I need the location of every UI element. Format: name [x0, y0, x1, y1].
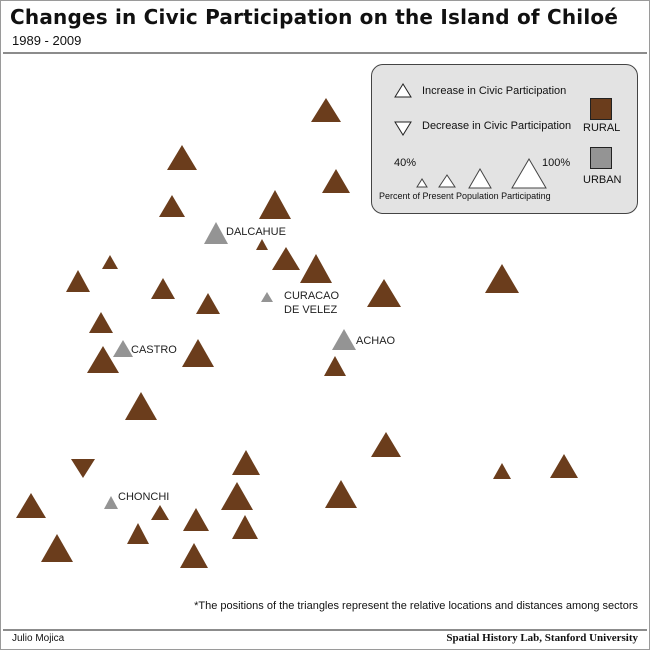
rural-increase-marker: [41, 534, 73, 562]
legend-min-label: 40%: [394, 157, 417, 169]
legend-box: Increase in Civic Participation Decrease…: [371, 64, 638, 214]
author-credit: Julio Mojica: [12, 633, 65, 644]
urban-marker-castro: [113, 340, 133, 357]
rural-increase-marker: [300, 254, 332, 283]
rural-increase-marker: [16, 493, 46, 518]
rural-increase-marker: [151, 278, 175, 299]
rural-increase-marker: [167, 145, 197, 170]
title-divider: [3, 52, 647, 54]
legend-max-label: 100%: [542, 157, 571, 169]
rural-increase-marker: [493, 463, 511, 479]
institution-credit: Spatial History Lab, Stanford University: [446, 632, 638, 644]
rural-increase-marker: [125, 392, 157, 420]
rural-increase-marker: [196, 293, 220, 314]
rural-increase-marker: [151, 505, 169, 520]
rural-increase-marker: [232, 515, 258, 539]
urban-marker-curacao: [261, 292, 273, 302]
footnote: *The positions of the triangles represen…: [194, 600, 638, 612]
rural-increase-marker: [180, 543, 208, 568]
rural-decrease-marker: [71, 459, 95, 478]
increase-triangle-icon: [394, 83, 412, 98]
footer-divider: [3, 629, 647, 631]
rural-increase-marker: [182, 339, 214, 367]
legend-increase-label: Increase in Civic Participation: [422, 85, 567, 97]
rural-increase-marker: [550, 454, 578, 478]
rural-increase-marker: [259, 190, 291, 219]
urban-marker-dalcahue: [204, 222, 228, 244]
place-label-chonchi: CHONCHI: [118, 491, 169, 503]
place-label-curacao-line1: CURACAO: [284, 290, 339, 302]
place-label-castro: CASTRO: [131, 344, 177, 356]
rural-increase-marker: [322, 169, 350, 193]
rural-increase-marker: [256, 239, 268, 250]
rural-increase-marker: [371, 432, 401, 457]
decrease-triangle-icon: [394, 121, 412, 136]
rural-increase-marker: [102, 255, 118, 269]
rural-increase-marker: [325, 480, 357, 508]
rural-increase-marker: [66, 270, 90, 292]
rural-increase-marker: [367, 279, 401, 307]
legend-decrease-label: Decrease in Civic Participation: [422, 120, 572, 132]
rural-increase-marker: [311, 98, 341, 122]
rural-increase-marker: [272, 247, 300, 270]
place-label-curacao-line2: DE VELEZ: [284, 304, 337, 316]
rural-increase-marker: [87, 346, 119, 373]
urban-marker-achao: [332, 329, 356, 350]
legend-urban-label: URBAN: [583, 174, 622, 186]
rural-swatch: [590, 98, 612, 120]
rural-increase-marker: [127, 523, 149, 544]
rural-increase-marker: [159, 195, 185, 217]
urban-swatch: [590, 147, 612, 169]
urban-marker-chonchi: [104, 496, 118, 509]
rural-increase-marker: [324, 356, 346, 376]
rural-increase-marker: [183, 508, 209, 531]
page-title: Changes in Civic Participation on the Is…: [10, 5, 619, 29]
place-label-achao: ACHAO: [356, 335, 396, 347]
rural-increase-marker: [89, 312, 113, 333]
place-label-dalcahue: DALCAHUE: [226, 226, 286, 238]
size-scale-icon: [416, 158, 547, 189]
page-subtitle: 1989 - 2009: [12, 33, 82, 48]
legend-scale-caption: Percent of Present Population Participat…: [379, 191, 551, 201]
legend-rural-label: RURAL: [583, 122, 621, 134]
rural-increase-marker: [221, 482, 253, 510]
rural-increase-marker: [232, 450, 260, 475]
rural-increase-marker: [485, 264, 519, 293]
